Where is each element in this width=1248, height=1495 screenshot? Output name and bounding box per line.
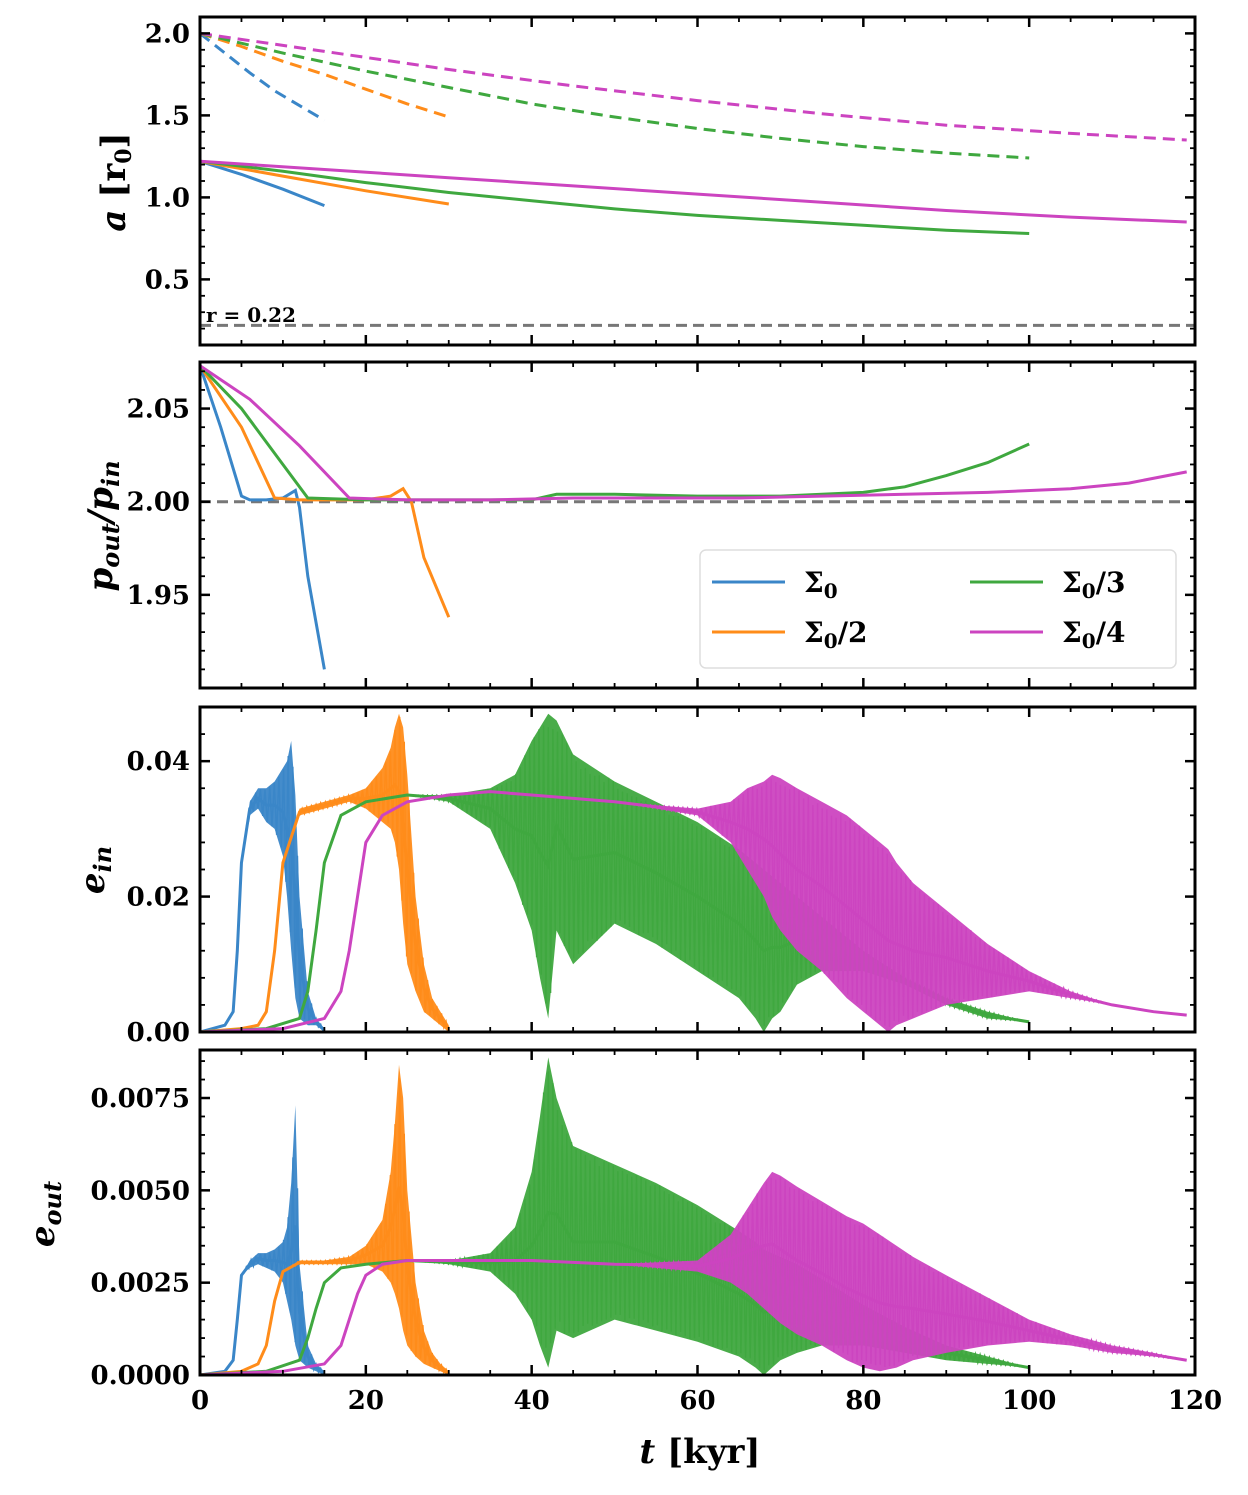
plot-area — [200, 364, 1195, 670]
legend-box — [699, 549, 1177, 669]
line-series-s1-1 — [200, 31, 450, 119]
xtick-label: 40 — [514, 1386, 550, 1416]
legend: Σ0 Σ0/3 Σ0/2 Σ0/4 — [699, 549, 1177, 669]
plot-area — [200, 31, 1195, 327]
mean-series-0-0 — [200, 796, 326, 1032]
ytick-label: 2.00 — [127, 488, 190, 518]
xtick-label: 0 — [191, 1386, 209, 1416]
ytick-label: 1.5 — [145, 101, 190, 131]
panel-outer-eccentricity: 0 20 40 60 80 100 120 0.0000 0.0025 0.0050 0.0075 — [90, 1048, 1222, 1416]
mean-series-04-3 — [200, 1242, 1187, 1375]
plot-area — [200, 713, 1187, 1032]
panel-inner-eccentricity: 0.00 0.02 0.04 — [127, 705, 1197, 1048]
xtick-label: 120 — [1168, 1386, 1222, 1416]
line-series-s5-5 — [200, 159, 450, 206]
line-series-03-2 — [200, 364, 1030, 502]
ytick-label: 0.0000 — [90, 1361, 190, 1391]
line-series-s6-6 — [200, 159, 1030, 235]
ylabel-period-ratio: pout/pin — [81, 460, 125, 591]
ytick-label: 1.95 — [127, 581, 190, 611]
line-series-s4-4 — [200, 159, 325, 207]
legend-label-sigma0-3: Σ0/3 — [1062, 566, 1125, 603]
xtick-label: 100 — [1002, 1386, 1056, 1416]
panel-semi-major-axis: 0.5 1.0 1.5 2.0 — [145, 15, 1197, 347]
xlabel-t: t [kyr] — [640, 1432, 761, 1472]
ylabel-e-out: eout — [23, 1181, 67, 1247]
line-series-s0-0 — [200, 32, 326, 122]
ytick-label: 2.05 — [127, 395, 190, 425]
mean-series-02-1 — [200, 1186, 450, 1375]
ylabel-a: a [r0] — [94, 132, 137, 231]
plot-area — [200, 1057, 1187, 1375]
legend-label-sigma0-2: Σ0/2 — [804, 616, 867, 653]
legend-label-sigma0: Σ0 — [804, 566, 838, 603]
xtick-label: 20 — [348, 1386, 384, 1416]
mean-series-02-1 — [200, 782, 450, 1032]
ytick-label: 2.0 — [145, 19, 190, 49]
xtick-label: 60 — [679, 1386, 715, 1416]
envelope-series-0-0 — [200, 1105, 325, 1375]
ytick-label: 0.02 — [127, 883, 190, 913]
panel-period-ratio: 1.95 2.00 2.05 — [127, 360, 1197, 690]
legend-label-sigma0-4: Σ0/4 — [1062, 616, 1125, 653]
ytick-label: 0.5 — [145, 265, 190, 295]
ytick-label: 0.0050 — [90, 1176, 190, 1206]
mean-series-04-3 — [200, 790, 1187, 1032]
line-series-s3-3 — [200, 31, 1187, 142]
ytick-label: 1.0 — [145, 183, 190, 213]
ytick-label: 0.00 — [127, 1018, 190, 1048]
ytick-label: 0.04 — [127, 747, 190, 777]
line-series-s2-2 — [200, 31, 1030, 160]
xtick-label: 80 — [845, 1386, 881, 1416]
mean-series-0-0 — [200, 1225, 326, 1375]
line-series-s7-7 — [200, 159, 1187, 224]
ytick-label: 0.0075 — [90, 1084, 190, 1114]
line-series-04-3 — [200, 364, 1187, 502]
ylabel-e-in: ein — [73, 846, 117, 894]
ytick-label: 0.0025 — [90, 1269, 190, 1299]
annotation-r-022: r = 0.22 — [206, 303, 296, 327]
